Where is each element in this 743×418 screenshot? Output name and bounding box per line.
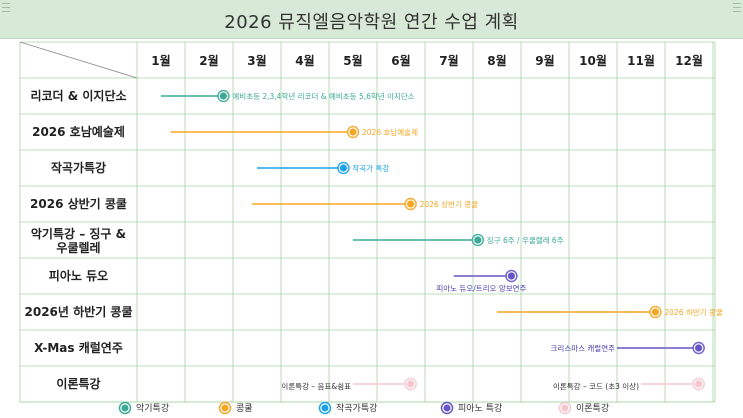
month-header: 1월 xyxy=(151,53,170,68)
month-header: 3월 xyxy=(247,53,266,68)
row-label: 리코더 & 이지단소 xyxy=(30,88,126,103)
row-label: 작곡가특강 xyxy=(51,160,106,175)
month-header: 5월 xyxy=(343,53,362,68)
row-label: X-Mas 캐럴연주 xyxy=(34,340,123,355)
month-header: 10월 xyxy=(579,53,607,68)
legend-marker xyxy=(321,404,329,412)
month-header: 12월 xyxy=(675,53,703,68)
legend-marker xyxy=(121,404,129,412)
row-label: 이론특강 xyxy=(56,376,100,391)
row-label: 2026 상반기 콩쿨 xyxy=(30,196,127,211)
task-marker xyxy=(695,380,703,388)
legend-marker xyxy=(443,404,451,412)
row-label-line: 악기특강 – 징구 & xyxy=(31,226,126,241)
month-header: 9월 xyxy=(535,53,554,68)
legend-label: 악기특강 xyxy=(136,402,169,414)
title-bar-decoration-left xyxy=(2,3,10,15)
task-label: 2026 하반기 콩쿨 xyxy=(664,307,722,317)
task-marker xyxy=(651,308,660,316)
month-header: 2월 xyxy=(199,53,218,68)
task-marker xyxy=(407,380,415,388)
month-header: 11월 xyxy=(627,53,655,68)
month-header: 8월 xyxy=(487,53,506,68)
task-label: 이론특강 – 음표&쉼표 xyxy=(281,381,351,391)
task-label: 2026 호남예술제 xyxy=(362,127,418,137)
task-marker xyxy=(219,92,227,100)
task-marker xyxy=(474,236,482,244)
legend-label: 작곡가특강 xyxy=(336,403,377,414)
month-header: 6월 xyxy=(391,53,410,68)
legend-label: 이론특강 xyxy=(576,403,609,414)
title-bar-decoration-right xyxy=(733,3,741,15)
legend-marker xyxy=(561,404,569,412)
task-marker xyxy=(349,128,357,136)
legend-label: 콩쿨 xyxy=(236,403,253,414)
task-label: 크리스마스 캐럴연주 xyxy=(551,344,616,353)
month-header: 7월 xyxy=(439,53,458,68)
task-label: 2026 상반기 콩쿨 xyxy=(420,199,478,209)
task-label: 작곡가 특강 xyxy=(352,163,389,173)
task-label: 피아노 듀오/트리오 앙보연주 xyxy=(436,283,526,293)
task-marker xyxy=(507,272,515,280)
row-label: 2026년 하반기 콩쿨 xyxy=(25,304,133,319)
task-marker xyxy=(339,164,347,172)
month-header: 4월 xyxy=(295,53,314,68)
legend-marker xyxy=(221,404,229,412)
task-label: 예비초등 2,3,4학년 리코더 & 예비초등 5,6학년 이지단소 xyxy=(232,91,414,101)
task-label: 이론특강 – 코드 (초3 이상) xyxy=(553,381,639,391)
row-label: 2026 호남예술제 xyxy=(32,124,125,139)
legend-label: 피아노 특강 xyxy=(458,403,502,414)
corner-diagonal xyxy=(19,41,138,79)
chart-title: 2026 뮤직엘음악학원 연간 수업 계획 xyxy=(224,12,519,33)
task-label: 징구 6주 / 우쿨렐레 6주 xyxy=(487,235,564,245)
row-label-line: 우쿨렐레 xyxy=(56,240,100,255)
row-label: 피아노 듀오 xyxy=(49,268,108,283)
task-marker xyxy=(407,200,415,208)
title-bar: 2026 뮤직엘음악학원 연간 수업 계획 xyxy=(0,0,743,39)
task-marker xyxy=(695,344,703,352)
